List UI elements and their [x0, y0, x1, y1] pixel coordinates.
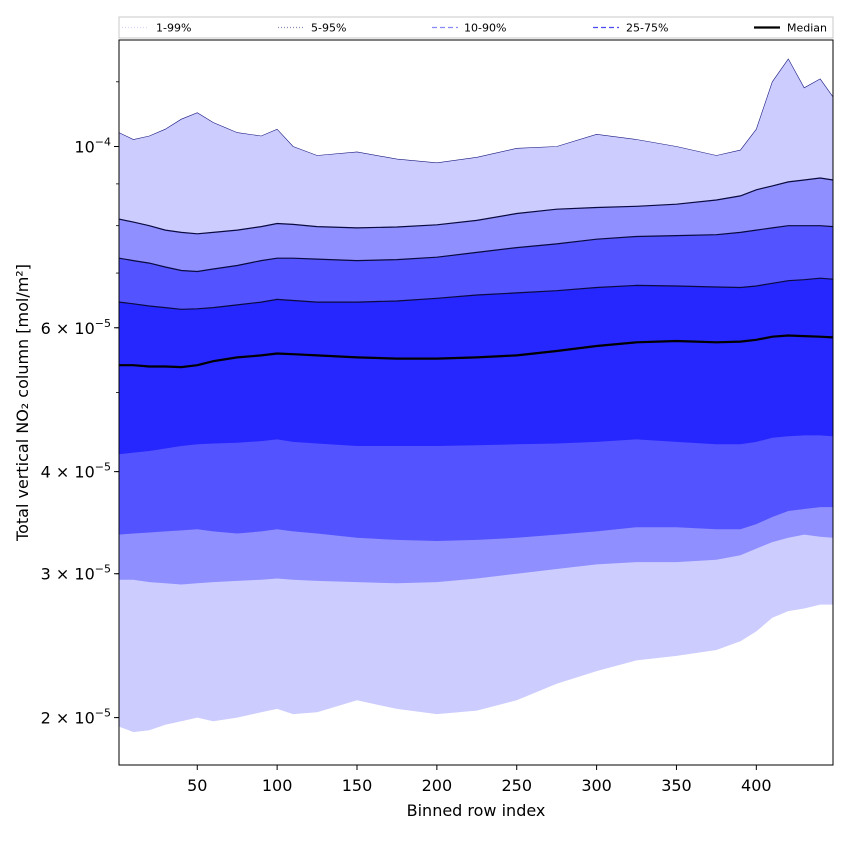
legend-label: 25-75%: [626, 22, 668, 35]
x-tick-label: 400: [741, 776, 772, 795]
x-tick-label: 200: [422, 776, 453, 795]
y-axis-label: Total vertical NO₂ column [mol/m²]: [13, 264, 32, 542]
x-axis-ticks: 50 100 150 200 250 300 350 400: [187, 765, 772, 795]
legend-label: Median: [787, 22, 827, 35]
percentile-bands: [119, 58, 833, 733]
x-tick-label: 350: [661, 776, 692, 795]
y-tick-label: 3 × 10−5: [41, 563, 111, 584]
x-tick-label: 300: [581, 776, 612, 795]
y-axis-ticks: 2 × 10−5 3 × 10−5 4 × 10−5 6 × 10−5 10−4: [41, 81, 119, 728]
x-axis-label: Binned row index: [407, 801, 546, 820]
y-tick-label: 2 × 10−5: [41, 707, 111, 728]
y-tick-label: 10−4: [74, 135, 111, 156]
plot-frame: [118, 39, 834, 766]
legend-label: 1-99%: [156, 22, 191, 35]
legend-label: 10-90%: [464, 22, 506, 35]
line-25-75-upper: [118, 277, 834, 310]
x-tick-label: 50: [187, 776, 207, 795]
band-core: [119, 278, 833, 455]
percentile-lines: [118, 58, 834, 369]
y-tick-label: 4 × 10−5: [41, 461, 111, 482]
line-5-95-upper: [118, 177, 834, 235]
legend: 1-99% 5-95% 10-90% 25-75% Median: [118, 16, 834, 39]
y-tick-label: 6 × 10−5: [41, 317, 111, 338]
legend-label: 5-95%: [311, 22, 346, 35]
line-10-90-upper: [118, 225, 834, 273]
x-tick-label: 100: [262, 776, 293, 795]
legend-box: [118, 16, 834, 39]
x-tick-label: 250: [501, 776, 532, 795]
x-tick-label: 150: [342, 776, 373, 795]
line-median: [119, 334, 834, 369]
line-1-99-upper: [118, 58, 834, 164]
